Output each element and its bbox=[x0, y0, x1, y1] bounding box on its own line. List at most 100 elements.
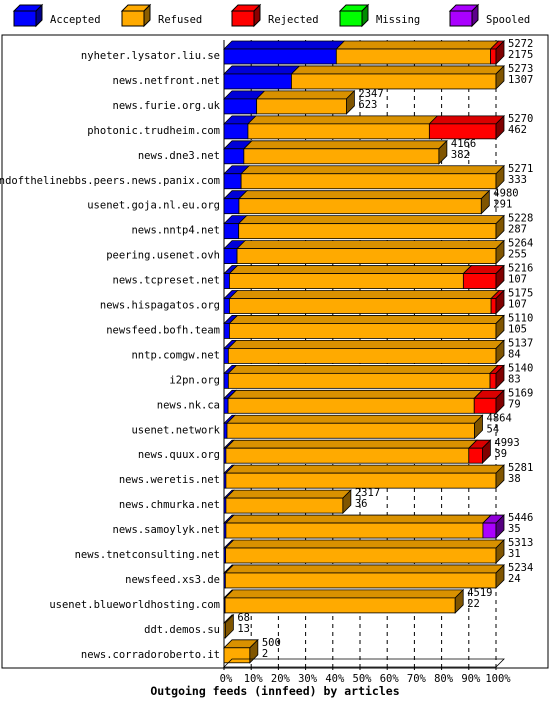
bar-segment-side bbox=[495, 314, 505, 340]
bar-segment-accepted bbox=[223, 48, 337, 65]
legend-label: Refused bbox=[158, 14, 202, 26]
total-articles-label: 5169 bbox=[508, 387, 533, 399]
x-tick-label: 30% bbox=[298, 673, 318, 685]
bar-segment-top-accepted bbox=[223, 65, 301, 75]
bar-segment-top-refused bbox=[246, 115, 439, 125]
total-articles-label: 5264 bbox=[508, 238, 533, 250]
bar-segment-side bbox=[249, 638, 259, 664]
feed-name-label: nntp.comgw.net bbox=[131, 349, 220, 361]
bar-segment-top-refused bbox=[236, 240, 505, 250]
bar-segment-top-refused bbox=[335, 40, 500, 50]
total-articles-label: 500 bbox=[262, 637, 281, 649]
bar-segment-top-refused bbox=[228, 315, 505, 324]
accepted-articles-label: 287 bbox=[508, 224, 527, 236]
total-articles-label: 5446 bbox=[508, 512, 533, 524]
bar-segment-top-refused bbox=[237, 215, 505, 225]
accepted-articles-label: 79 bbox=[508, 398, 521, 410]
bar-segment-refused bbox=[227, 397, 475, 414]
total-articles-label: 5234 bbox=[508, 562, 533, 574]
legend-swatch bbox=[121, 10, 145, 27]
accepted-articles-label: 107 bbox=[508, 274, 527, 286]
bar-segment-side bbox=[480, 189, 490, 215]
x-axis: 0% 10% 20% 30% 40% 50% 60% 70% 80% 90% 100% bbox=[220, 658, 511, 685]
feed-row: endofthelinebbs.peers.news.panix.com 5271… bbox=[0, 163, 533, 190]
bar-segment-refused bbox=[225, 447, 470, 464]
accepted-articles-label: 24 bbox=[508, 573, 521, 585]
bar-segment-top-refused bbox=[228, 265, 473, 274]
bar-segment-side bbox=[474, 414, 483, 440]
bar-segment-rejected bbox=[489, 372, 497, 389]
bar-segment-accepted bbox=[223, 372, 229, 389]
bar-segment-refused bbox=[238, 223, 497, 240]
bar-segment-top-refused bbox=[224, 589, 465, 599]
feed-name-label: nyheter.lysator.liu.se bbox=[81, 50, 220, 62]
bar-segment-rejected bbox=[462, 273, 497, 289]
bar-segment-side bbox=[495, 64, 505, 90]
bar-segment-accepted bbox=[223, 248, 238, 265]
feed-name-label: newsfeed.xs3.de bbox=[125, 574, 220, 586]
bar-segment-top-refused bbox=[227, 339, 505, 349]
x-tick-label: 80% bbox=[434, 673, 454, 685]
accepted-articles-label: 83 bbox=[508, 373, 521, 385]
total-articles-label: 4980 bbox=[493, 188, 518, 200]
accepted-articles-label: 84 bbox=[508, 348, 521, 360]
accepted-articles-label: 36 bbox=[355, 498, 368, 510]
feed-name-label: news.dne3.net bbox=[138, 150, 220, 162]
bar-segment-side bbox=[342, 489, 352, 515]
bar-segment-accepted bbox=[223, 73, 292, 90]
bar-segment-refused bbox=[224, 572, 497, 589]
legend-item-missing: Missing bbox=[338, 3, 420, 28]
total-articles-label: 5110 bbox=[508, 312, 533, 324]
bar-segment-side bbox=[495, 164, 505, 190]
x-tick-label: 40% bbox=[325, 673, 345, 685]
bar-segment-accepted bbox=[223, 298, 230, 314]
x-tick-label: 70% bbox=[407, 673, 427, 685]
bar-segment-accepted bbox=[223, 98, 258, 115]
bar-segment-side bbox=[495, 114, 505, 140]
bar-segment-top-accepted bbox=[223, 40, 346, 50]
bar-segment-rejected bbox=[428, 123, 497, 140]
bar-segment-accepted bbox=[223, 347, 229, 364]
chart-legend: Accepted Refused Rejected Missing Spooled bbox=[12, 3, 530, 28]
total-articles-label: 5273 bbox=[508, 63, 533, 75]
bar-segment-refused bbox=[226, 422, 475, 439]
feed-name-label: news.weretis.net bbox=[119, 474, 220, 486]
x-tick-label: 50% bbox=[353, 673, 373, 685]
feed-name-label: photonic.trudheim.com bbox=[87, 125, 220, 137]
bar-segment-accepted bbox=[223, 397, 229, 414]
x-tick-label: 10% bbox=[244, 673, 264, 685]
bar-segment-accepted bbox=[223, 273, 230, 289]
legend-item-rejected: Rejected bbox=[230, 3, 319, 28]
bar-segment-side bbox=[481, 439, 491, 465]
feed-name-label: usenet.network bbox=[131, 424, 220, 436]
bar-segment-side bbox=[438, 139, 448, 165]
bar-segment-accepted bbox=[223, 323, 230, 339]
bar-segment-refused bbox=[229, 273, 464, 289]
feed-name-label: news.netfront.net bbox=[113, 75, 220, 87]
total-articles-label: 5137 bbox=[508, 337, 533, 349]
feed-name-label: i2pn.org bbox=[169, 374, 220, 386]
bar-segment-rejected bbox=[490, 298, 497, 314]
bar-segment-accepted bbox=[223, 223, 240, 240]
accepted-articles-label: 255 bbox=[508, 249, 527, 261]
accepted-articles-label: 2175 bbox=[508, 49, 533, 61]
legend-swatch bbox=[13, 10, 37, 27]
bar-segment-refused bbox=[243, 148, 440, 165]
feed-name-label: news.samoylyk.net bbox=[113, 524, 220, 536]
feed-name-label: news.quux.org bbox=[138, 449, 220, 461]
feed-name-label: ddt.demos.su bbox=[144, 624, 220, 636]
feed-name-label: endofthelinebbs.peers.news.panix.com bbox=[0, 175, 220, 187]
bar-segment-top-refused bbox=[228, 290, 501, 299]
accepted-articles-label: 39 bbox=[494, 448, 507, 460]
feed-name-label: news.tnetconsulting.net bbox=[75, 549, 220, 561]
x-tick-label: 100% bbox=[485, 673, 511, 685]
bar-segment-top-refused bbox=[240, 165, 505, 175]
total-articles-label: 4864 bbox=[487, 412, 512, 424]
